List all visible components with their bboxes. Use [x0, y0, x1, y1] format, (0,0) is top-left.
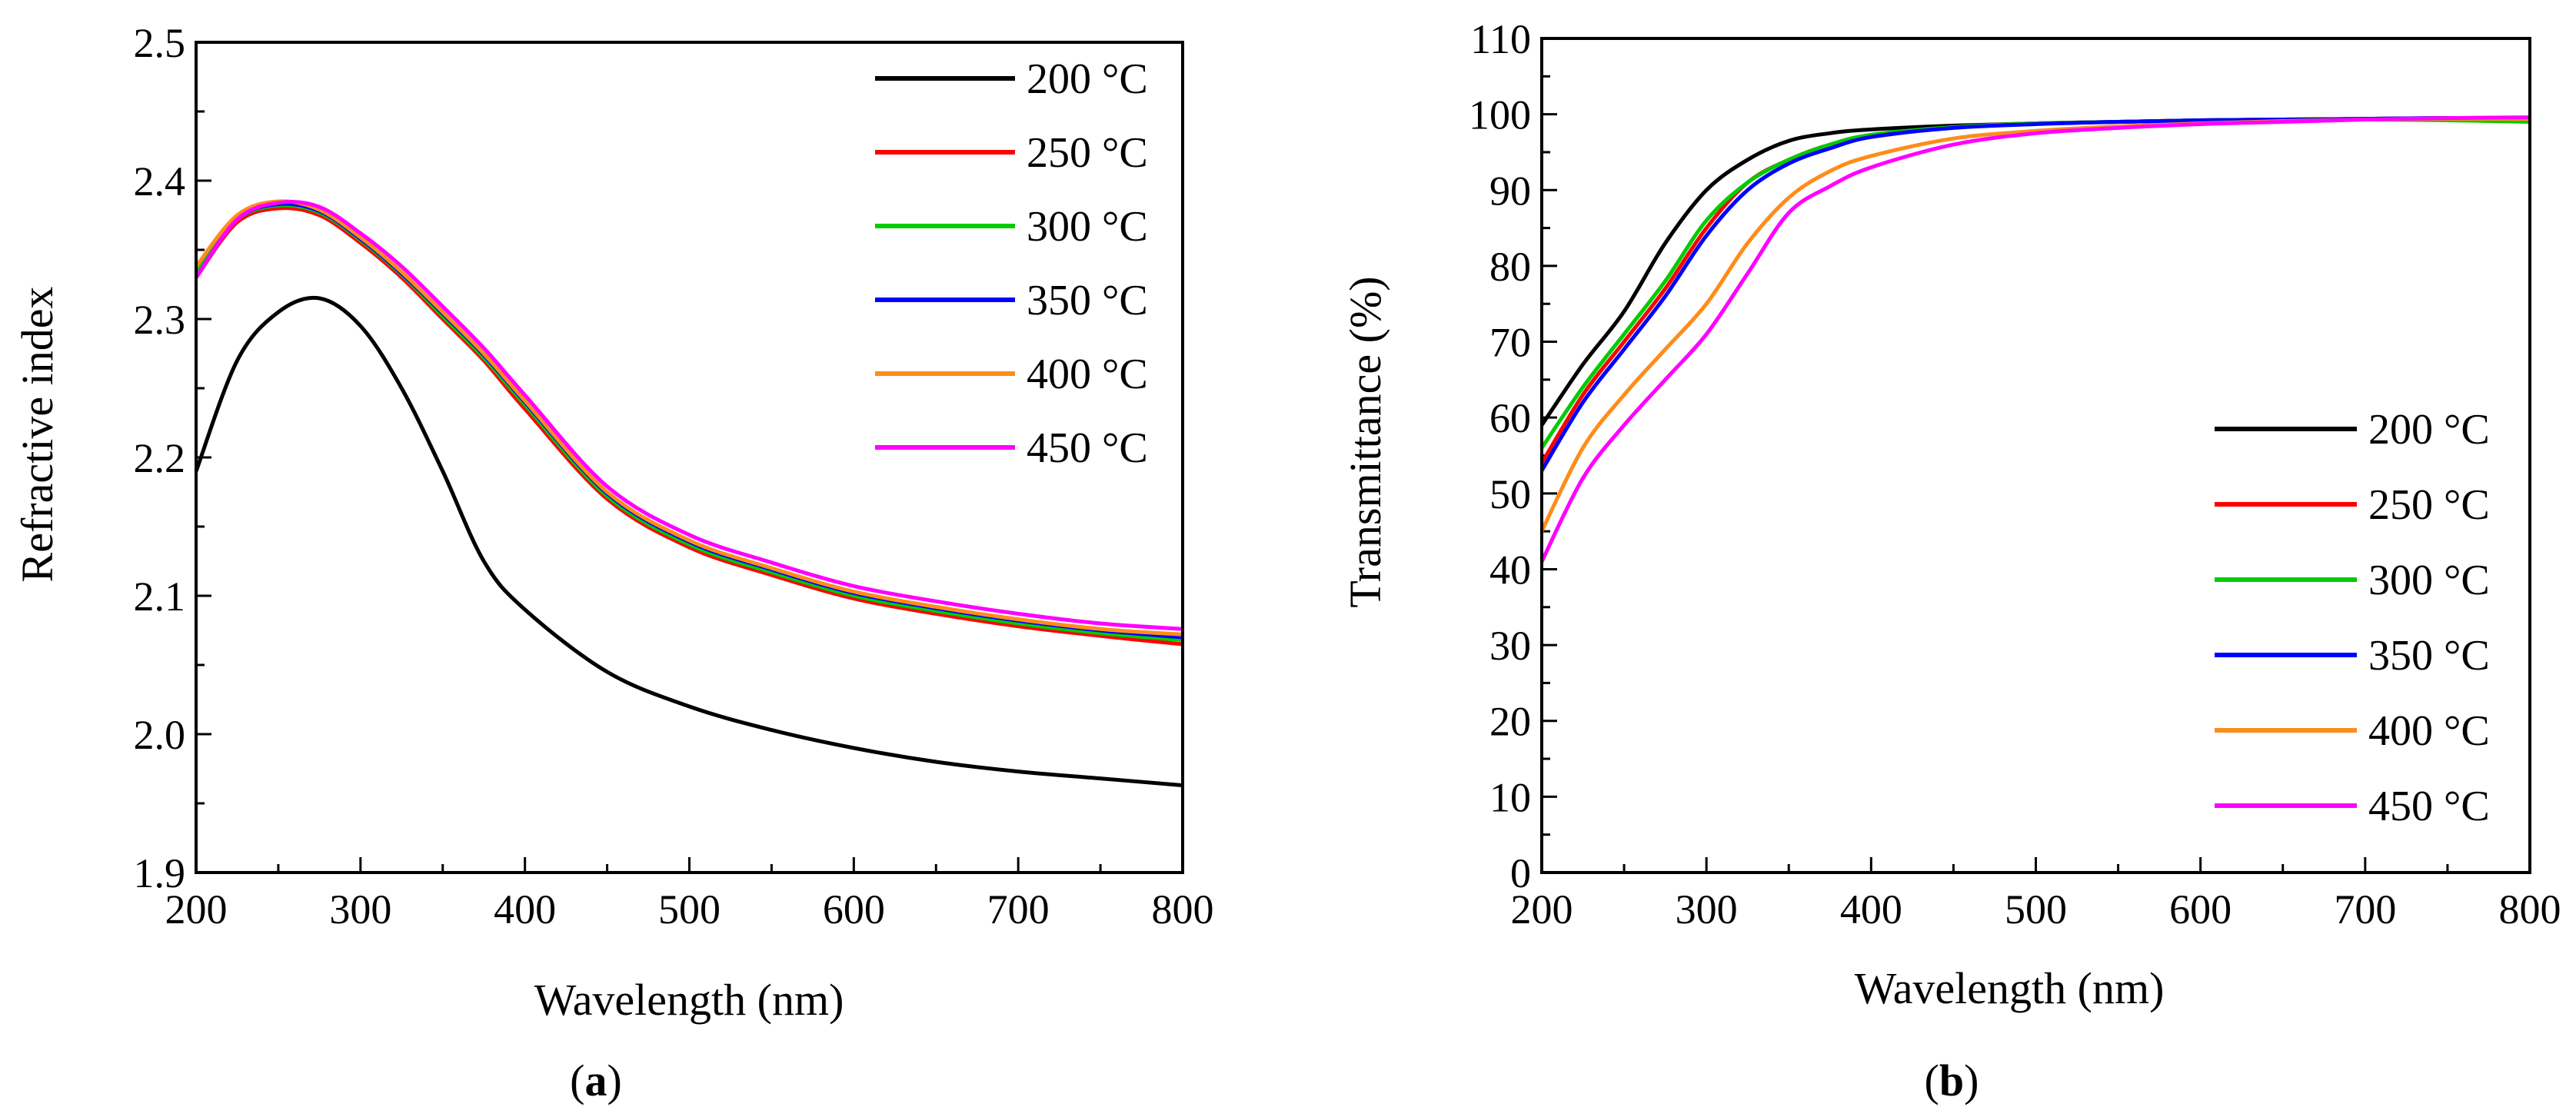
- panel-b-y-tick-label: 90: [1489, 168, 1531, 214]
- panel-a-y-tick-label: 2.0: [134, 712, 186, 758]
- panel-b-legend-label: 200 °C: [2368, 406, 2490, 454]
- panel-b-x-tick-label: 500: [2005, 886, 2067, 932]
- panel-b-y-tick-label: 100: [1469, 92, 1531, 138]
- panel-b-series: [1539, 115, 2531, 563]
- panel-a-x-tick-label: 700: [987, 886, 1050, 932]
- panel-a-x-tick-label: 800: [1152, 886, 1214, 932]
- panel-a-series-line-400: [195, 199, 1183, 637]
- panel-b-y-tick-label: 50: [1489, 471, 1531, 517]
- panel-b-caption: (b): [1925, 1055, 1979, 1105]
- panel-b-legend-label: 450 °C: [2368, 783, 2490, 830]
- panel-b-caption-letter: b: [1939, 1055, 1964, 1105]
- panel-a-series-line-450: [194, 200, 1183, 631]
- panel-a-series-line-200: [194, 295, 1183, 788]
- panel-a-legend-entry: 200 °C: [875, 55, 1148, 103]
- panel-b-plot-frame: [1540, 37, 2531, 874]
- panel-b-legend-entry: 200 °C: [2215, 406, 2490, 454]
- panel-b-series-line-450: [1539, 115, 2531, 563]
- panel-a-x-tick-label: 500: [658, 886, 721, 932]
- panel-b-legend-label: 350 °C: [2368, 632, 2490, 680]
- panel-a-y-tick-label: 2.1: [134, 573, 186, 620]
- panel-b-y-tick-label: 0: [1510, 850, 1531, 896]
- panel-b-legend-label: 300 °C: [2368, 557, 2490, 604]
- panel-b-y-tick-label: 70: [1489, 320, 1531, 366]
- panel-a-y-tick-label: 2.2: [134, 435, 186, 481]
- panel-a-legend-label: 200 °C: [1027, 55, 1148, 103]
- panel-a-caption-letter: a: [585, 1055, 607, 1105]
- panel-b-x-tick-label: 300: [1676, 886, 1738, 932]
- panel-b-y-tick-label: 40: [1489, 547, 1531, 593]
- panel-a-series-line-250: [194, 206, 1183, 647]
- panel-b: 200 300 400 500 600 700 800 0 10 20 30 40 50 60 70 80 9…: [1340, 16, 2561, 1105]
- panel-a-series: [194, 199, 1183, 788]
- panel-a-y-tick-labels: 1.9 2.0 2.1 2.2 2.3 2.4 2.5: [134, 20, 186, 896]
- panel-a-frame: [195, 41, 1184, 874]
- panel-b-y-tick-label: 30: [1489, 623, 1531, 669]
- panel-a-y-tick-label: 2.4: [134, 158, 186, 204]
- panel-a-x-axis-title: Wavelength (nm): [534, 975, 844, 1025]
- panel-a-legend-entry: 300 °C: [875, 203, 1148, 251]
- panel-b-legend-entry: 300 °C: [2215, 557, 2490, 604]
- panel-b-y-tick-label: 60: [1489, 395, 1531, 441]
- panel-a-legend-entry: 400 °C: [875, 351, 1148, 398]
- panel-b-legend-entry: 350 °C: [2215, 632, 2490, 680]
- panel-b-x-tick-label: 400: [1840, 886, 1902, 932]
- panel-a-caption: (a): [570, 1055, 622, 1105]
- panel-a-plot-frame: [195, 41, 1184, 874]
- panel-a-legend-label: 250 °C: [1027, 129, 1148, 177]
- panel-b-x-tick-label: 700: [2334, 886, 2396, 932]
- panel-a: 200 300 400 500 600 700 800 1.9 2.0 2.1 2.2 2.3 2.4…: [12, 20, 1214, 1105]
- panel-a-legend-entry: 450 °C: [875, 424, 1148, 472]
- panel-a-x-tick-label: 400: [494, 886, 556, 932]
- panel-a-x-tick-label: 600: [823, 886, 885, 932]
- panel-a-legend-label: 450 °C: [1027, 424, 1148, 472]
- panel-b-x-tick-labels: 200 300 400 500 600 700 800: [1511, 886, 2561, 932]
- panel-b-legend-entry: 400 °C: [2215, 707, 2490, 755]
- panel-a-x-tick-labels: 200 300 400 500 600 700 800: [165, 886, 1214, 932]
- panel-a-legend-label: 400 °C: [1027, 351, 1148, 398]
- panel-b-y-tick-label: 20: [1489, 699, 1531, 745]
- panel-b-legend-entry: 450 °C: [2215, 783, 2490, 830]
- panel-b-x-axis-title: Wavelength (nm): [1855, 963, 2165, 1013]
- panel-b-y-axis-title: Transmittance (%): [1340, 276, 1390, 607]
- panel-b-y-tick-label: 80: [1489, 244, 1531, 290]
- panel-b-legend-label: 400 °C: [2368, 707, 2490, 755]
- panel-a-x-tick-label: 200: [165, 886, 228, 932]
- panel-b-x-tick-label: 600: [2169, 886, 2232, 932]
- panel-b-legend-label: 250 °C: [2368, 481, 2490, 529]
- panel-a-y-tick-label: 2.3: [134, 297, 186, 343]
- panel-b-y-tick-label: 110: [1470, 16, 1531, 62]
- panel-b-legend: 200 °C 250 °C 300 °C 350 °C 400 °C 450 °C: [2215, 406, 2490, 830]
- panel-a-legend-entry: 250 °C: [875, 129, 1148, 177]
- panel-a-y-tick-label: 1.9: [134, 850, 186, 896]
- panel-a-legend: 200 °C 250 °C 300 °C 350 °C 400 °C 450 °C: [875, 55, 1148, 472]
- panel-a-y-axis-title: Refractive index: [12, 287, 62, 583]
- panel-a-legend-label: 300 °C: [1027, 203, 1148, 251]
- panel-b-legend-entry: 250 °C: [2215, 481, 2490, 529]
- panel-a-y-tick-label: 2.5: [134, 20, 186, 66]
- panel-b-x-tick-label: 800: [2499, 886, 2561, 932]
- panel-a-x-tick-label: 300: [329, 886, 391, 932]
- panel-b-y-tick-labels: 0 10 20 30 40 50 60 70 80 90 100 110: [1469, 16, 1531, 896]
- panel-b-x-tick-label: 200: [1511, 886, 1573, 932]
- panel-a-legend-label: 350 °C: [1027, 277, 1148, 324]
- panel-b-frame: [1540, 37, 2531, 874]
- panel-a-legend-entry: 350 °C: [875, 277, 1148, 324]
- panel-b-y-tick-label: 10: [1489, 774, 1531, 820]
